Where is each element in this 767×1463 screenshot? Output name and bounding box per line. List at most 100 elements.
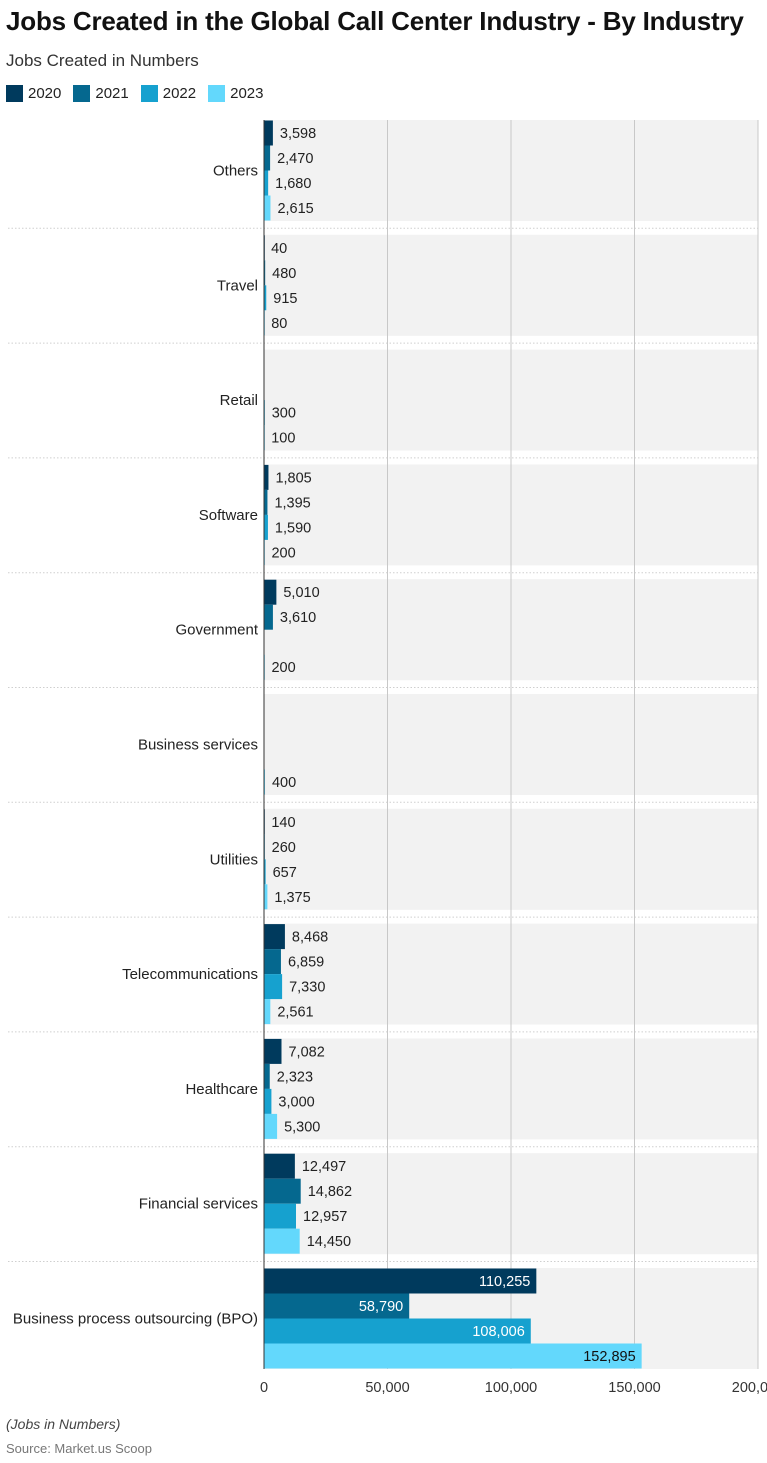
- bar-software-2022: [264, 514, 268, 540]
- data-label-telecommunications-2020: 8,468: [292, 930, 328, 946]
- legend-swatch-2023: [208, 85, 226, 102]
- data-label-business-process-outsourcing-bpo-2020: 110,255: [479, 1274, 530, 1290]
- legend-label-2022: 2022: [162, 85, 197, 102]
- category-label-software: Software: [199, 507, 258, 524]
- data-label-financial-services-2022: 12,957: [303, 1209, 347, 1225]
- legend-label-2023: 2023: [230, 85, 264, 102]
- data-label-business-process-outsourcing-bpo-2021: 58,790: [359, 1299, 403, 1315]
- data-label-healthcare-2023: 5,300: [284, 1119, 320, 1135]
- bar-telecommunications-2021: [264, 949, 281, 975]
- category-label-travel: Travel: [217, 277, 258, 294]
- category-label-utilities: Utilities: [210, 851, 258, 868]
- bar-others-2021: [264, 145, 271, 171]
- bar-telecommunications-2020: [264, 924, 285, 950]
- data-label-utilities-2023: 1,375: [274, 890, 310, 906]
- data-label-telecommunications-2023: 2,561: [277, 1005, 313, 1021]
- data-label-others-2023: 2,615: [277, 201, 313, 217]
- data-label-financial-services-2020: 12,497: [302, 1159, 346, 1175]
- data-label-utilities-2022: 657: [273, 865, 297, 881]
- bar-healthcare-2020: [264, 1038, 282, 1064]
- bar-travel-2022: [264, 285, 267, 311]
- legend-swatch-2020: [6, 85, 23, 102]
- data-label-others-2020: 3,598: [280, 126, 316, 142]
- bar-healthcare-2022: [264, 1088, 272, 1114]
- category-label-others: Others: [213, 163, 258, 180]
- x-tick-label-2: 100,000: [485, 1380, 537, 1396]
- bar-government-2020: [264, 579, 277, 605]
- data-label-financial-services-2021: 14,862: [308, 1184, 352, 1200]
- category-label-business-process-outsourcing-bpo: Business process outsourcing (BPO): [13, 1311, 258, 1328]
- legend-swatch-2022: [140, 85, 158, 102]
- legend-label-2021: 2021: [95, 85, 129, 102]
- bar-others-2020: [264, 120, 273, 146]
- legend-label-2020: 2020: [28, 85, 62, 102]
- data-label-travel-2020: 40: [271, 241, 287, 257]
- data-label-business-services-2023: 400: [272, 775, 296, 791]
- data-label-software-2022: 1,590: [275, 520, 311, 536]
- bar-others-2023: [264, 195, 271, 221]
- legend: 2020 2021 2022 2023: [6, 85, 276, 102]
- bar-utilities-2023: [264, 884, 268, 910]
- category-label-government: Government: [175, 622, 258, 639]
- bar-utilities-2022: [264, 859, 266, 885]
- x-tick-label-1: 50,000: [365, 1380, 409, 1396]
- data-label-healthcare-2021: 2,323: [277, 1069, 313, 1085]
- data-label-others-2022: 1,680: [275, 176, 311, 192]
- legend-item-2021: 2021: [73, 85, 129, 102]
- bar-telecommunications-2022: [264, 974, 283, 1000]
- data-label-healthcare-2020: 7,082: [288, 1044, 324, 1060]
- bar-business-process-outsourcing-bpo-2023: [264, 1343, 642, 1369]
- bar-financial-services-2022: [264, 1203, 297, 1229]
- footnote: (Jobs in Numbers): [6, 1416, 121, 1432]
- bar-software-2021: [264, 489, 268, 515]
- data-label-telecommunications-2022: 7,330: [289, 980, 325, 996]
- bar-financial-services-2023: [264, 1228, 300, 1254]
- category-label-healthcare: Healthcare: [185, 1081, 258, 1098]
- bar-travel-2021: [264, 260, 266, 286]
- data-label-software-2023: 200: [271, 545, 295, 561]
- x-tick-label-4: 200,000: [732, 1380, 767, 1396]
- data-label-business-process-outsourcing-bpo-2022: 108,006: [472, 1324, 524, 1340]
- bar-business-process-outsourcing-bpo-2022: [264, 1318, 531, 1344]
- data-label-others-2021: 2,470: [277, 151, 313, 167]
- data-label-telecommunications-2021: 6,859: [288, 955, 324, 971]
- data-label-healthcare-2022: 3,000: [278, 1094, 314, 1110]
- bar-software-2020: [264, 464, 269, 490]
- bar-business-process-outsourcing-bpo-2021: [264, 1293, 410, 1319]
- data-label-software-2020: 1,805: [275, 470, 311, 486]
- bar-financial-services-2020: [264, 1153, 295, 1179]
- legend-item-2022: 2022: [140, 85, 197, 102]
- category-label-retail: Retail: [220, 392, 258, 409]
- legend-item-2020: 2020: [6, 85, 61, 102]
- bar-telecommunications-2023: [264, 999, 271, 1025]
- data-label-financial-services-2023: 14,450: [307, 1234, 351, 1250]
- data-label-travel-2021: 480: [272, 266, 296, 282]
- source-note: Source: Market.us Scoop: [6, 1441, 152, 1456]
- data-label-government-2021: 3,610: [280, 610, 316, 626]
- bar-government-2021: [264, 604, 273, 630]
- data-label-retail-2023: 100: [271, 431, 295, 447]
- bar-business-process-outsourcing-bpo-2020: [264, 1268, 537, 1294]
- chart-subtitle: Jobs Created in Numbers: [6, 51, 199, 70]
- data-label-retail-2022: 300: [272, 406, 296, 422]
- chart-title: Jobs Created in the Global Call Center I…: [6, 6, 744, 36]
- data-label-utilities-2020: 140: [271, 815, 295, 831]
- data-label-travel-2022: 915: [273, 291, 297, 307]
- bar-healthcare-2021: [264, 1063, 270, 1089]
- bar-others-2022: [264, 170, 269, 196]
- data-label-government-2020: 5,010: [283, 585, 319, 601]
- category-label-business-services: Business services: [138, 737, 258, 754]
- x-tick-label-3: 150,000: [608, 1380, 660, 1396]
- category-label-telecommunications: Telecommunications: [122, 966, 258, 983]
- bar-healthcare-2023: [264, 1113, 278, 1139]
- data-label-utilities-2021: 260: [272, 840, 296, 856]
- legend-item-2023: 2023: [208, 85, 264, 102]
- category-label-financial-services: Financial services: [139, 1196, 258, 1213]
- data-label-business-process-outsourcing-bpo-2023: 152,895: [583, 1349, 635, 1365]
- data-label-travel-2023: 80: [271, 316, 287, 332]
- bar-financial-services-2021: [264, 1178, 301, 1204]
- data-label-government-2023: 200: [271, 660, 295, 676]
- legend-swatch-2021: [73, 85, 91, 102]
- data-label-software-2021: 1,395: [274, 495, 310, 511]
